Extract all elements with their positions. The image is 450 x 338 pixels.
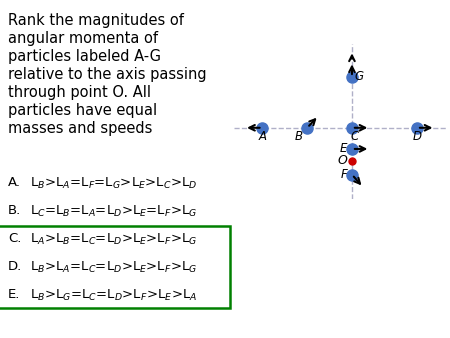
Text: L$_{B}$>L$_{A}$=L$_{F}$=L$_{G}$>L$_{E}$>L$_{C}$>L$_{D}$: L$_{B}$>L$_{A}$=L$_{F}$=L$_{G}$>L$_{E}$>… [30,175,198,191]
Text: C.: C. [8,233,22,245]
Text: D.: D. [8,261,22,273]
Text: F: F [341,168,347,181]
Text: C: C [351,130,359,143]
Text: D: D [413,130,422,143]
Text: L$_{A}$>L$_{B}$=L$_{C}$=L$_{D}$>L$_{E}$>L$_{F}$>L$_{G}$: L$_{A}$>L$_{B}$=L$_{C}$=L$_{D}$>L$_{E}$>… [30,232,198,246]
Text: B.: B. [8,204,21,217]
Text: through point O. All: through point O. All [8,85,151,100]
Text: angular momenta of: angular momenta of [8,31,158,46]
Text: E: E [340,142,347,155]
Text: relative to the axis passing: relative to the axis passing [8,67,207,82]
Text: E.: E. [8,289,20,301]
Text: A: A [258,130,266,143]
Text: particles labeled A-G: particles labeled A-G [8,49,161,64]
Text: G: G [355,70,364,83]
Text: L$_{B}$>L$_{G}$=L$_{C}$=L$_{D}$>L$_{F}$>L$_{E}$>L$_{A}$: L$_{B}$>L$_{G}$=L$_{C}$=L$_{D}$>L$_{F}$>… [30,287,197,303]
Text: particles have equal: particles have equal [8,103,157,118]
Text: L$_{B}$>L$_{A}$=L$_{C}$=L$_{D}$>L$_{E}$>L$_{F}$>L$_{G}$: L$_{B}$>L$_{A}$=L$_{C}$=L$_{D}$>L$_{E}$>… [30,260,198,274]
Text: A.: A. [8,176,21,190]
Text: Rank the magnitudes of: Rank the magnitudes of [8,13,184,28]
Text: masses and speeds: masses and speeds [8,121,153,136]
Text: L$_{C}$=L$_{B}$=L$_{A}$=L$_{D}$>L$_{E}$=L$_{F}$>L$_{G}$: L$_{C}$=L$_{B}$=L$_{A}$=L$_{D}$>L$_{E}$=… [30,203,198,219]
Text: B: B [294,130,302,143]
Text: O: O [337,154,347,167]
